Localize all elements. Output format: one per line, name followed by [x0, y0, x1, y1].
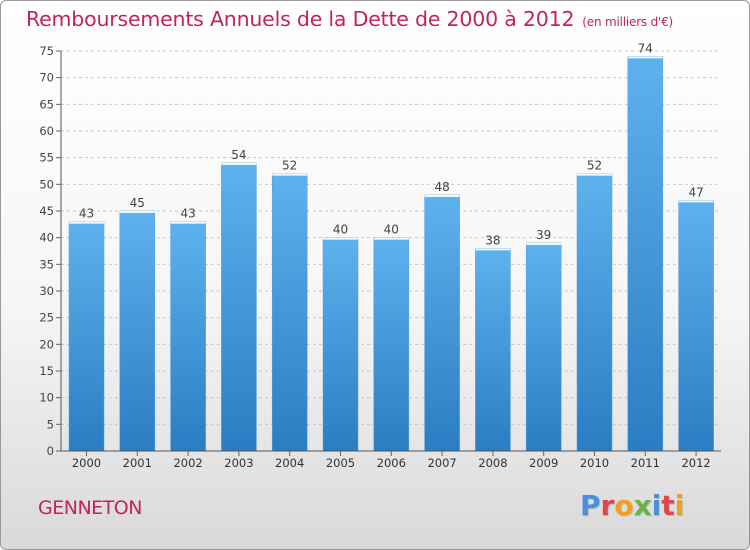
- bar-top-highlight: [475, 248, 511, 251]
- bar: [221, 162, 257, 452]
- place-name: GENNETON: [38, 497, 142, 519]
- y-tick-label: 70: [39, 71, 54, 85]
- bar: [475, 248, 511, 452]
- y-tick-label: 55: [39, 151, 54, 165]
- bar-top-highlight: [323, 237, 358, 240]
- logo-letter: i: [674, 489, 685, 522]
- data-label: 74: [638, 41, 653, 55]
- y-tick-label: 40: [39, 231, 54, 245]
- y-tick-label: 10: [39, 391, 54, 405]
- x-tick-label: 2003: [224, 456, 253, 470]
- chart-subtitle: (en milliers d'€): [582, 15, 674, 29]
- y-tick-label: 20: [39, 337, 54, 351]
- x-tick-label: 2006: [377, 456, 406, 470]
- bars: [68, 56, 714, 452]
- bar: [322, 237, 359, 452]
- y-tick-label: 30: [39, 284, 54, 298]
- bar-top-highlight: [272, 173, 308, 176]
- y-tick-label: 35: [39, 257, 54, 271]
- logo-letter: P: [580, 489, 601, 522]
- bar-top-highlight: [373, 237, 409, 240]
- x-tick-label: 2004: [275, 456, 304, 470]
- bar: [576, 173, 613, 452]
- data-label: 52: [282, 159, 297, 173]
- y-tick-label: 5: [47, 417, 54, 431]
- bar: [373, 237, 410, 452]
- data-label: 40: [384, 223, 399, 237]
- logo-letter: x: [633, 489, 652, 522]
- bar-top-highlight: [170, 221, 206, 224]
- bar: [678, 200, 714, 452]
- bar-top-highlight: [221, 163, 257, 165]
- bar: [68, 221, 105, 452]
- proxiti-logo: Proxiti: [580, 489, 684, 522]
- x-tick-label: 2005: [326, 456, 355, 470]
- title-text: Remboursements Annuels de la Dette de 20…: [26, 7, 575, 31]
- logo-letter: o: [614, 489, 634, 522]
- bar-top-highlight: [577, 173, 612, 176]
- x-tick-label: 2001: [123, 456, 152, 470]
- data-label: 43: [79, 207, 94, 221]
- bar-top-highlight: [526, 243, 562, 245]
- bar: [424, 194, 460, 452]
- axes: [56, 50, 721, 456]
- y-tick-label: 65: [39, 97, 54, 111]
- bar: [170, 221, 206, 452]
- y-tick-label: 45: [39, 204, 54, 218]
- data-label: 45: [130, 196, 145, 210]
- data-label: 52: [587, 159, 602, 173]
- data-labels: 43 45 43 54 52 40 40 48 38 39 52 74 47: [79, 41, 704, 247]
- x-tick-label: 2002: [173, 456, 202, 470]
- bar-top-highlight: [627, 56, 663, 59]
- x-tick-label: 2000: [72, 456, 101, 470]
- x-tick-label: 2008: [478, 456, 507, 470]
- data-label: 38: [485, 233, 500, 247]
- logo-letter: r: [600, 489, 615, 522]
- bar: [119, 210, 156, 452]
- data-label: 54: [231, 148, 246, 162]
- y-tick-label: 0: [47, 444, 54, 458]
- chart-title: Remboursements Annuels de la Dette de 20…: [26, 7, 673, 31]
- logo-letter: i: [651, 489, 662, 522]
- bar-top-highlight: [678, 200, 714, 203]
- data-label: 39: [536, 228, 551, 242]
- x-tick-label: 2011: [631, 456, 660, 470]
- bar: [271, 173, 308, 452]
- x-tick-label: 2012: [681, 456, 710, 470]
- x-tick-label: 2007: [427, 456, 456, 470]
- bar-top-highlight: [424, 195, 460, 197]
- data-label: 40: [333, 223, 348, 237]
- data-label: 48: [434, 180, 449, 194]
- x-tick-label: 2010: [580, 456, 609, 470]
- y-tick-label: 15: [39, 364, 54, 378]
- y-tick-label: 75: [39, 44, 54, 58]
- bar-top-highlight: [69, 221, 104, 224]
- bar: [627, 56, 664, 452]
- logo-letter: t: [661, 489, 675, 522]
- bar: [525, 242, 562, 452]
- y-tick-label: 50: [39, 177, 54, 191]
- y-tick-label: 60: [39, 124, 54, 138]
- bar-top-highlight: [119, 211, 155, 213]
- data-label: 43: [180, 207, 195, 221]
- x-tick-labels: 2000 2001 2002 2003 2004 2005 2006 2007 2008 2009…: [72, 456, 711, 470]
- y-tick-label: 25: [39, 311, 54, 325]
- data-label: 47: [688, 185, 703, 199]
- x-tick-label: 2009: [529, 456, 558, 470]
- y-tick-labels: 0 5 10 15 20 25 30 35 40 45 50 55 60 65 70 75: [39, 44, 54, 458]
